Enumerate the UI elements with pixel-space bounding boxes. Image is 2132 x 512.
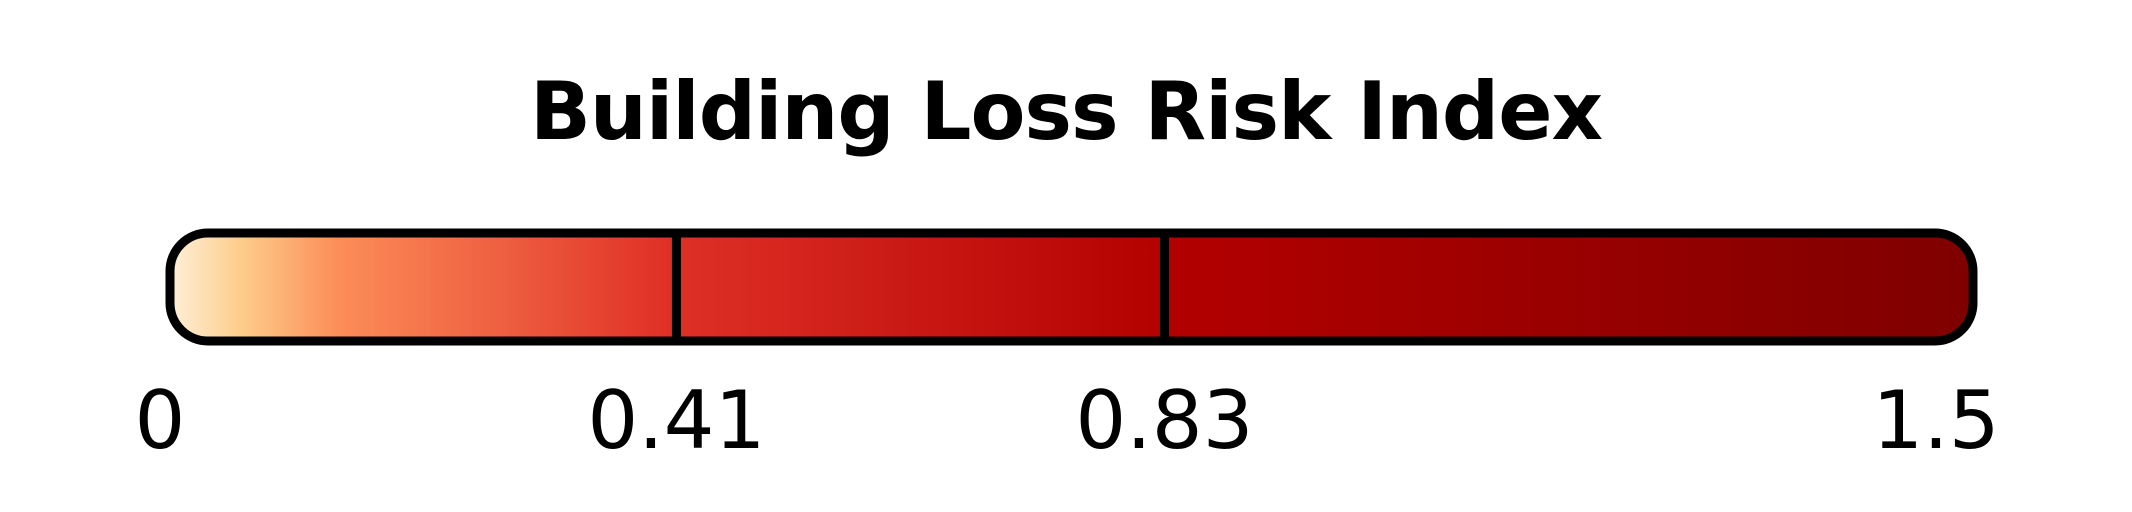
color-ramp-bar [165, 228, 1978, 346]
legend-title: Building Loss Risk Index [529, 65, 1603, 158]
break-lines [671, 233, 1169, 341]
tick-label-0: 0 [135, 374, 186, 467]
tick-labels: 0 0.41 0.83 1.5 [135, 374, 2000, 467]
tick-label-1-5: 1.5 [1872, 374, 1999, 467]
tick-label-0-41: 0.41 [587, 374, 765, 467]
tick-label-0-83: 0.83 [1075, 374, 1253, 467]
